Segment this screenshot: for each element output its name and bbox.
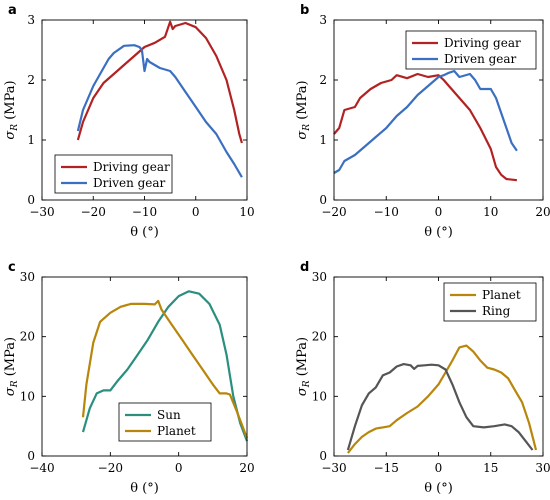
series-line-driving-gear	[76, 20, 243, 144]
legend-entry: Planet	[482, 288, 521, 302]
panel-a: a −30 −20 −10 0 10 0 1 2 3 θ (°) σR (MPa) Driving ge…	[3, 3, 255, 240]
legend-entry: Planet	[157, 424, 196, 438]
legend: Driving gear Driven gear	[405, 30, 537, 70]
y-tick-label: 1	[27, 133, 35, 147]
y-tick-label: 2	[27, 73, 35, 87]
x-tick-label: −20	[321, 205, 346, 219]
y-axis-label: σR (MPa)	[295, 80, 312, 139]
panel-d: d −30 −15 0 15 30 0 10 20 30 θ (°) σR (MPa) Planet Ri…	[295, 260, 550, 496]
y-axis-label: σR (MPa)	[3, 80, 20, 139]
panel-label: c	[8, 260, 16, 275]
legend-box	[405, 30, 537, 70]
x-axis-label: θ (°)	[424, 225, 453, 240]
panel-c: c −40 −20 0 20 0 10 20 30 θ (°) σR (MPa) Sun Planet	[3, 260, 255, 496]
x-tick-label: −30	[321, 461, 346, 475]
legend-box	[118, 402, 212, 442]
x-tick-label: 15	[483, 461, 498, 475]
panel-label: d	[300, 260, 309, 275]
y-tick-label: 30	[20, 270, 35, 284]
y-tick-label: 0	[319, 193, 327, 207]
legend: Sun Planet	[118, 402, 212, 442]
y-tick-label: 0	[27, 193, 35, 207]
panel-b: b −20 −10 0 10 20 0 1 2 3 θ (°) σR (MPa) Driving gea…	[295, 3, 550, 240]
y-tick-label: 3	[319, 13, 327, 27]
series-line-driving-gear	[333, 72, 518, 182]
series-line-sun	[81, 290, 249, 442]
y-tick-label: 2	[319, 73, 327, 87]
x-tick-label: 20	[239, 461, 254, 475]
x-tick-label: 10	[239, 205, 254, 219]
legend-entry: Driven gear	[444, 52, 517, 66]
series-line-driven-gear	[76, 44, 243, 178]
x-tick-label: −10	[132, 205, 157, 219]
y-tick-label: 10	[312, 389, 327, 403]
axes-box	[41, 276, 248, 457]
x-tick-label: −30	[29, 205, 54, 219]
legend-entry: Driving gear	[444, 36, 521, 50]
y-tick-label: 10	[20, 389, 35, 403]
y-axis-label: σR (MPa)	[3, 337, 20, 396]
x-tick-label: 10	[483, 205, 498, 219]
x-axis-label: θ (°)	[424, 481, 453, 496]
legend-entry: Ring	[482, 304, 511, 318]
series-line-driven-gear	[333, 69, 518, 174]
x-tick-label: −20	[98, 461, 123, 475]
x-tick-label: 0	[435, 205, 443, 219]
y-tick-label: 20	[20, 330, 35, 344]
series-line-planet	[81, 299, 249, 439]
y-tick-label: 3	[27, 13, 35, 27]
x-axis-label: θ (°)	[130, 481, 159, 496]
y-tick-label: 0	[27, 449, 35, 463]
x-tick-label: −10	[374, 205, 399, 219]
legend: Driving gear Driven gear	[54, 154, 173, 194]
y-tick-label: 20	[312, 330, 327, 344]
legend-box	[54, 154, 173, 194]
legend: Planet Ring	[443, 282, 537, 322]
y-axis-label: σR (MPa)	[295, 337, 312, 396]
y-tick-label: 30	[312, 270, 327, 284]
series-line-planet	[347, 344, 538, 454]
y-tick-label: 1	[319, 133, 327, 147]
legend-entry: Driving gear	[93, 160, 170, 174]
x-tick-label: 0	[175, 461, 183, 475]
x-tick-label: −20	[81, 205, 106, 219]
panel-label: a	[8, 3, 17, 18]
x-tick-label: 30	[535, 461, 550, 475]
x-tick-label: 0	[435, 461, 443, 475]
legend-entry: Sun	[157, 408, 181, 422]
legend-entry: Driven gear	[93, 176, 166, 190]
x-tick-label: 20	[535, 205, 550, 219]
panel-label: b	[300, 3, 309, 18]
x-tick-label: 0	[192, 205, 200, 219]
x-tick-label: −15	[374, 461, 399, 475]
y-tick-label: 0	[319, 449, 327, 463]
legend-box	[443, 282, 537, 322]
x-tick-label: −40	[29, 461, 54, 475]
series-line-ring	[346, 363, 534, 451]
x-axis-label: θ (°)	[130, 225, 159, 240]
